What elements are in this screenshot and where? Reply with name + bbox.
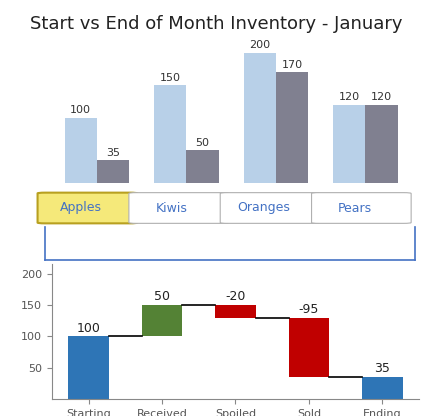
Bar — [215, 305, 256, 317]
Text: Kiwis: Kiwis — [156, 201, 188, 215]
Bar — [276, 72, 308, 183]
Text: Apples: Apples — [60, 201, 102, 215]
Bar — [333, 105, 365, 183]
Text: Oranges: Oranges — [237, 201, 290, 215]
Bar — [186, 151, 219, 183]
Bar — [142, 305, 182, 337]
Text: 150: 150 — [160, 73, 181, 83]
Text: 35: 35 — [106, 148, 120, 158]
Text: 100: 100 — [76, 322, 101, 334]
Text: Pears: Pears — [337, 201, 372, 215]
FancyBboxPatch shape — [38, 193, 137, 223]
Text: 200: 200 — [249, 40, 270, 50]
Bar — [289, 317, 329, 377]
Text: -20: -20 — [225, 290, 246, 303]
Text: Start vs End of Month Inventory - January: Start vs End of Month Inventory - Januar… — [30, 15, 402, 32]
Text: 170: 170 — [281, 60, 302, 70]
Bar — [365, 105, 397, 183]
Bar — [65, 118, 97, 183]
Bar — [244, 53, 276, 183]
FancyBboxPatch shape — [129, 193, 229, 223]
Text: 50: 50 — [154, 290, 170, 303]
Text: 50: 50 — [196, 138, 210, 148]
Text: 35: 35 — [375, 362, 390, 376]
Bar — [97, 160, 129, 183]
Text: 120: 120 — [339, 92, 360, 102]
Bar — [68, 337, 109, 399]
Bar — [362, 377, 403, 399]
FancyBboxPatch shape — [311, 193, 411, 223]
Text: -95: -95 — [299, 303, 319, 316]
Text: 100: 100 — [70, 105, 91, 115]
Bar — [154, 85, 186, 183]
Text: 120: 120 — [371, 92, 392, 102]
FancyBboxPatch shape — [220, 193, 320, 223]
